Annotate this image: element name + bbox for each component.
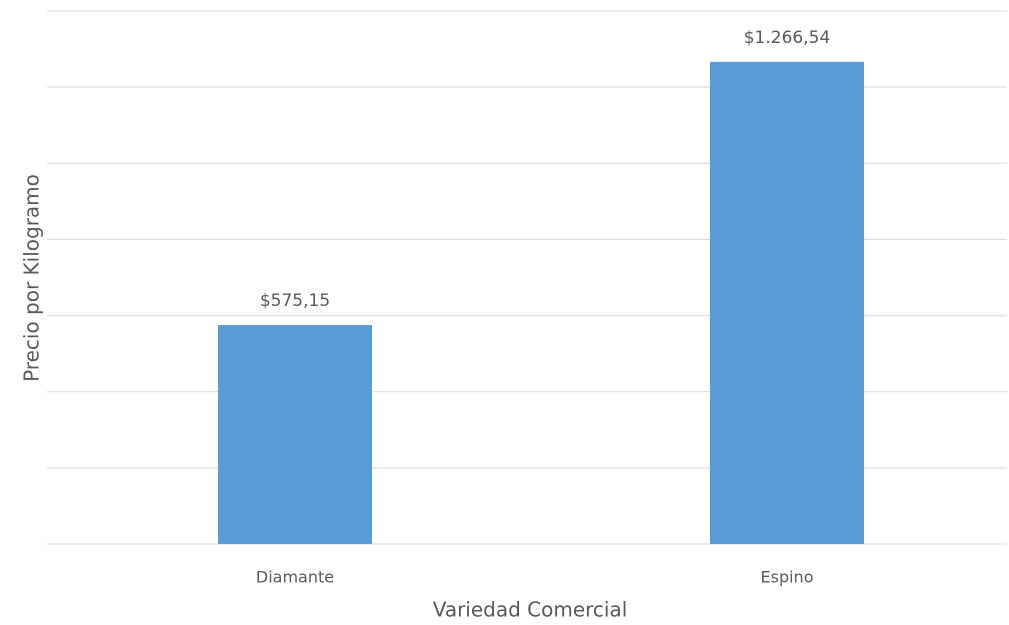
x-axis-title: Variedad Comercial xyxy=(433,598,628,622)
x-tick-label: Diamante xyxy=(256,568,334,587)
y-axis-title: Precio por Kilogramo xyxy=(20,174,44,382)
bar xyxy=(710,61,864,545)
x-tick-label: Espino xyxy=(761,568,814,587)
data-label: $1.266,54 xyxy=(744,28,831,48)
bar xyxy=(218,325,372,544)
data-label: $575,15 xyxy=(260,291,330,311)
